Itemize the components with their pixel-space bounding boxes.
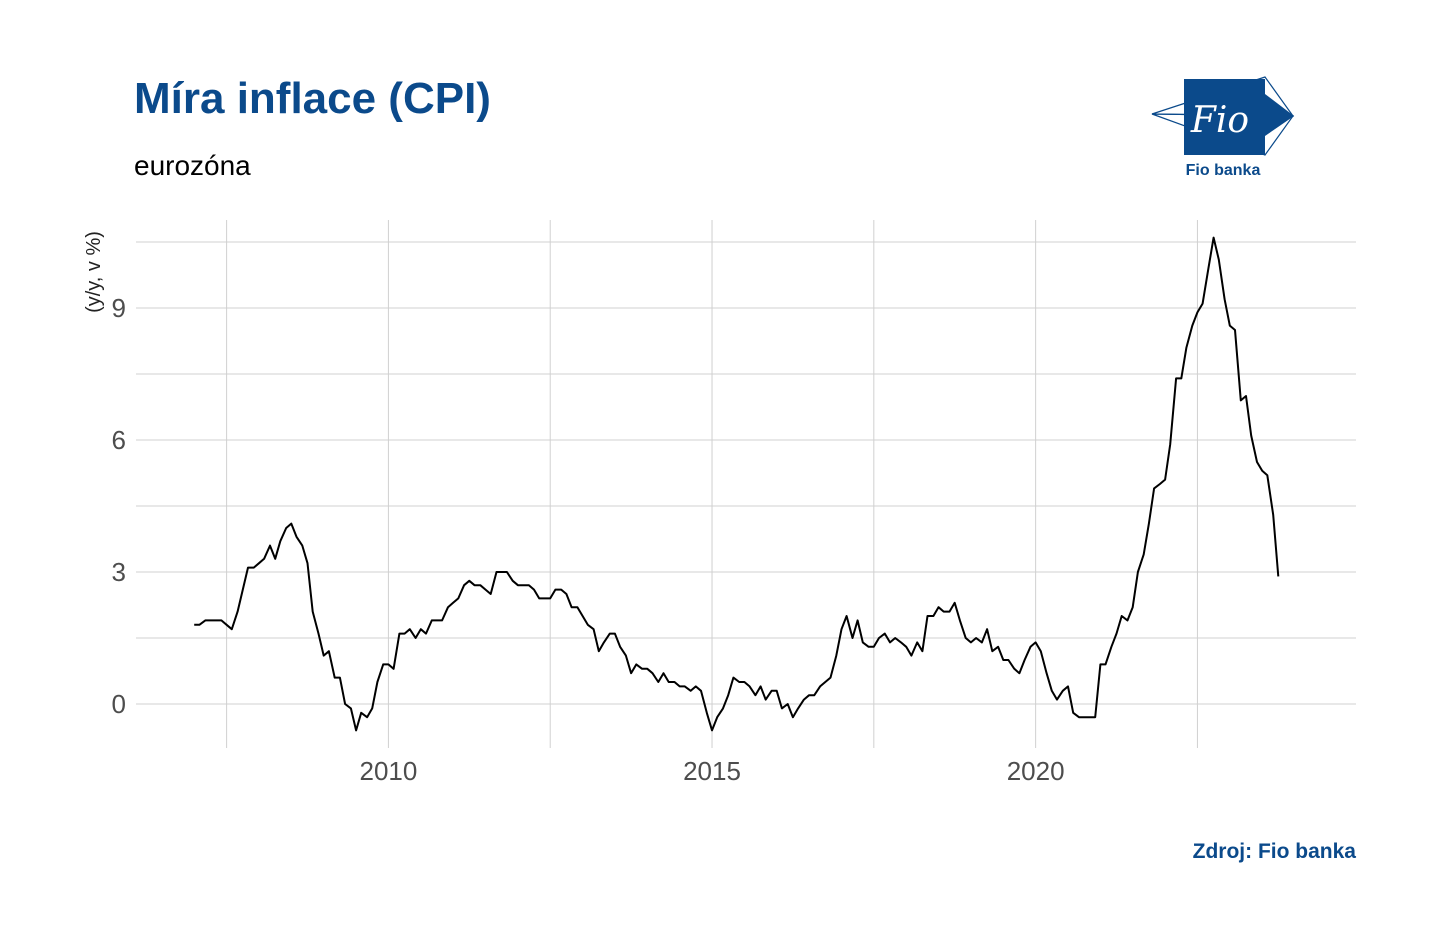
x-tick-label: 2020	[1007, 756, 1065, 786]
fio-logo-icon: Fio	[1151, 76, 1295, 156]
y-tick-label: 3	[112, 557, 126, 587]
logo-caption: Fio banka	[1185, 162, 1261, 179]
grid-lines	[136, 220, 1356, 748]
logo-mark-text: Fio	[1190, 100, 1249, 141]
chart-subtitle: eurozóna	[134, 150, 251, 181]
y-tick-label: 0	[112, 689, 126, 719]
source-note: Zdroj: Fio banka	[1192, 840, 1356, 863]
x-tick-label: 2015	[683, 756, 741, 786]
inflation-series-line	[194, 236, 1280, 732]
x-tick-label: 2010	[359, 756, 417, 786]
y-tick-label: 6	[112, 425, 126, 455]
y-tick-label: 9	[112, 293, 126, 323]
chart-title: Míra inflace (CPI)	[134, 74, 491, 123]
axis-ticks: 0 3 6 9 2010 2015 2020	[112, 293, 1065, 786]
y-axis-label: (y/y, v %)	[83, 231, 105, 313]
